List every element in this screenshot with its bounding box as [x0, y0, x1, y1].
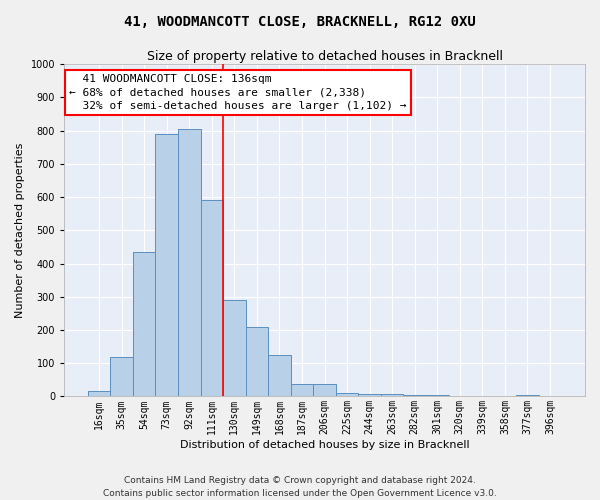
Bar: [155, 134, 178, 396]
Bar: [245, 326, 268, 396]
Bar: [268, 355, 291, 397]
Text: 41, WOODMANCOTT CLOSE, BRACKNELL, RG12 0XU: 41, WOODMANCOTT CLOSE, BRACKNELL, RG12 0…: [124, 15, 476, 29]
Bar: [358, 394, 381, 396]
Bar: [291, 384, 313, 396]
Bar: [516, 395, 539, 396]
Bar: [133, 252, 155, 396]
X-axis label: Distribution of detached houses by size in Bracknell: Distribution of detached houses by size …: [180, 440, 469, 450]
Bar: [336, 393, 358, 396]
Bar: [313, 384, 336, 396]
Text: Contains HM Land Registry data © Crown copyright and database right 2024.
Contai: Contains HM Land Registry data © Crown c…: [103, 476, 497, 498]
Bar: [178, 129, 200, 396]
Bar: [88, 392, 110, 396]
Bar: [110, 356, 133, 397]
Bar: [381, 394, 403, 396]
Bar: [426, 395, 449, 396]
Text: 41 WOODMANCOTT CLOSE: 136sqm
← 68% of detached houses are smaller (2,338)
  32% : 41 WOODMANCOTT CLOSE: 136sqm ← 68% of de…: [69, 74, 407, 110]
Y-axis label: Number of detached properties: Number of detached properties: [15, 142, 25, 318]
Bar: [403, 395, 426, 396]
Bar: [223, 300, 245, 396]
Bar: [200, 200, 223, 396]
Title: Size of property relative to detached houses in Bracknell: Size of property relative to detached ho…: [146, 50, 503, 63]
